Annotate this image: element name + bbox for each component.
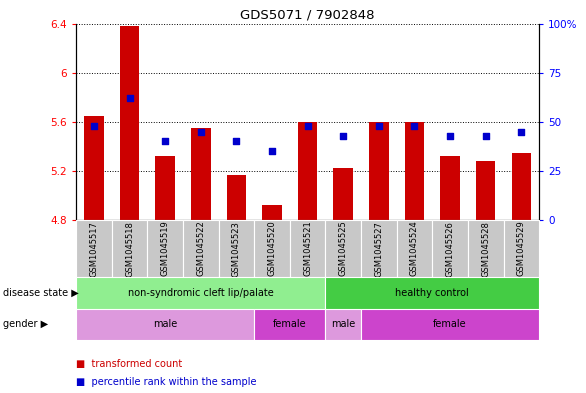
Bar <box>476 161 496 220</box>
Bar <box>76 277 325 309</box>
Bar <box>468 220 503 277</box>
Bar <box>440 156 460 220</box>
Bar <box>227 174 246 220</box>
Bar <box>290 220 325 277</box>
Bar <box>191 128 210 220</box>
Text: gender ▶: gender ▶ <box>3 319 48 329</box>
Point <box>410 123 419 129</box>
Point <box>89 123 98 129</box>
Text: GSM1045522: GSM1045522 <box>196 221 205 276</box>
Text: male: male <box>153 319 178 329</box>
Bar <box>76 309 254 340</box>
Text: ■  percentile rank within the sample: ■ percentile rank within the sample <box>76 377 257 387</box>
Bar <box>361 309 539 340</box>
Point <box>481 132 490 139</box>
Bar <box>325 309 361 340</box>
Point <box>445 132 455 139</box>
Text: ■  transformed count: ■ transformed count <box>76 358 182 369</box>
Bar <box>512 152 531 220</box>
Point <box>267 148 277 154</box>
Text: GSM1045529: GSM1045529 <box>517 221 526 276</box>
Text: disease state ▶: disease state ▶ <box>3 288 79 298</box>
Text: female: female <box>433 319 467 329</box>
Bar <box>263 205 282 220</box>
Point <box>303 123 312 129</box>
Point <box>231 138 241 145</box>
Point <box>125 95 134 101</box>
Bar <box>325 220 361 277</box>
Bar <box>397 220 432 277</box>
Text: GSM1045528: GSM1045528 <box>481 220 490 277</box>
Bar <box>84 116 104 220</box>
Bar <box>155 156 175 220</box>
Text: GSM1045518: GSM1045518 <box>125 220 134 277</box>
Text: non-syndromic cleft lip/palate: non-syndromic cleft lip/palate <box>128 288 274 298</box>
Text: GSM1045527: GSM1045527 <box>374 220 383 277</box>
Title: GDS5071 / 7902848: GDS5071 / 7902848 <box>240 8 375 21</box>
Bar <box>298 122 318 220</box>
Point <box>161 138 170 145</box>
Text: GSM1045525: GSM1045525 <box>339 221 347 276</box>
Bar <box>503 220 539 277</box>
Bar <box>219 220 254 277</box>
Text: healthy control: healthy control <box>396 288 469 298</box>
Text: female: female <box>273 319 306 329</box>
Text: GSM1045526: GSM1045526 <box>445 220 455 277</box>
Bar <box>405 122 424 220</box>
Bar <box>432 220 468 277</box>
Text: GSM1045524: GSM1045524 <box>410 221 419 276</box>
Bar <box>325 277 539 309</box>
Text: GSM1045520: GSM1045520 <box>268 221 277 276</box>
Bar <box>120 26 139 220</box>
Text: GSM1045523: GSM1045523 <box>232 220 241 277</box>
Text: GSM1045521: GSM1045521 <box>303 221 312 276</box>
Bar <box>361 220 397 277</box>
Text: male: male <box>331 319 355 329</box>
Bar <box>183 220 219 277</box>
Bar <box>333 169 353 220</box>
Text: GSM1045517: GSM1045517 <box>90 220 98 277</box>
Point <box>517 129 526 135</box>
Point <box>339 132 348 139</box>
Point <box>196 129 206 135</box>
Point <box>374 123 384 129</box>
Bar <box>254 309 325 340</box>
Text: GSM1045519: GSM1045519 <box>161 221 170 276</box>
Bar <box>112 220 148 277</box>
Bar <box>254 220 290 277</box>
Bar <box>148 220 183 277</box>
Bar <box>369 122 389 220</box>
Bar <box>76 220 112 277</box>
